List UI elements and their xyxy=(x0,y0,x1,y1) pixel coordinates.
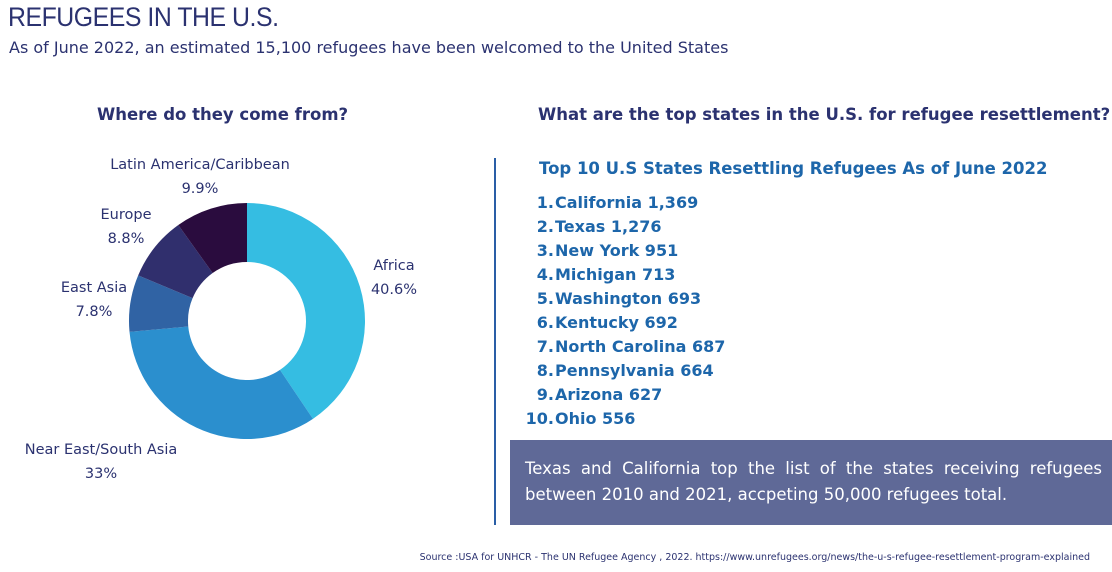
state-rank: 3. xyxy=(536,240,554,260)
donut-label-name: Africa xyxy=(373,258,414,274)
state-entry: Kentucky 692 xyxy=(555,313,678,333)
state-rank: 10. xyxy=(525,409,554,429)
state-entry: North Carolina 687 xyxy=(555,337,726,357)
states-heading: What are the top states in the U.S. for … xyxy=(538,105,1111,124)
state-list-item: 9. Arizona 627 xyxy=(522,383,725,407)
state-rank: 8. xyxy=(536,361,554,381)
state-rank: 7. xyxy=(536,337,554,357)
donut-label-value: 9.9% xyxy=(182,181,219,197)
donut-slice-africa xyxy=(247,203,365,419)
donut-slice-near-east-south-asia xyxy=(129,326,313,439)
state-rank: 9. xyxy=(536,385,554,405)
state-rank: 6. xyxy=(536,313,554,333)
state-entry: Arizona 627 xyxy=(555,385,663,405)
donut-heading: Where do they come from? xyxy=(97,105,349,124)
donut-label-value: 40.6% xyxy=(371,282,417,298)
state-rank: 5. xyxy=(536,288,554,308)
states-list-title: Top 10 U.S States Resettling Refugees As… xyxy=(539,159,1048,178)
donut-chart: Africa 40.6% Near East/South Asia 33% East A… xyxy=(25,157,417,482)
vertical-divider xyxy=(494,158,496,525)
state-list-item: 2. Texas 1,276 xyxy=(522,214,725,238)
donut-slice-europe xyxy=(138,225,213,299)
donut-slices xyxy=(129,203,365,439)
summary-note: Texas and California top the list of the… xyxy=(510,440,1112,525)
state-entry: Washington 693 xyxy=(555,288,702,308)
state-list-item: 7. North Carolina 687 xyxy=(522,335,726,359)
state-entry: California 1,369 xyxy=(555,192,699,212)
state-entry: Michigan 713 xyxy=(555,264,676,284)
donut-label-name: Near East/South Asia xyxy=(25,442,178,458)
donut-slice-latin-america-caribbean xyxy=(178,203,247,274)
donut-label-value: 33% xyxy=(85,466,117,482)
state-rank: 2. xyxy=(536,216,554,236)
state-list-item: 3. New York 951 xyxy=(522,238,725,262)
donut-labels: Africa 40.6% Near East/South Asia 33% East A… xyxy=(25,157,417,482)
donut-label-name: Latin America/Caribbean xyxy=(110,157,290,173)
states-list: 1. California 1,369 2. Texas 1,276 3. New Yor… xyxy=(522,190,726,431)
state-list-item: 1. California 1,369 xyxy=(522,190,725,214)
state-rank: 1. xyxy=(536,192,554,212)
state-rank: 4. xyxy=(536,264,554,284)
donut-label-name: East Asia xyxy=(61,280,127,296)
donut-label-value: 7.8% xyxy=(76,304,113,320)
state-entry: Texas 1,276 xyxy=(555,216,662,236)
state-list-item: 10. Ohio 556 xyxy=(522,407,725,431)
state-list-item: 5. Washington 693 xyxy=(522,286,725,310)
page-subtitle: As of June 2022, an estimated 15,100 ref… xyxy=(9,38,729,57)
state-list-item: 8. Pennsylvania 664 xyxy=(522,359,725,383)
state-list-item: 4. Michigan 713 xyxy=(522,262,725,286)
donut-slice-east-asia xyxy=(129,275,193,332)
state-entry: Ohio 556 xyxy=(555,409,636,429)
donut-label-name: Europe xyxy=(101,207,152,223)
donut-label-value: 8.8% xyxy=(108,231,145,247)
page-title: REFUGEES IN THE U.S. xyxy=(8,2,279,32)
state-list-item: 6. Kentucky 692 xyxy=(522,310,725,334)
source-citation: Source :USA for UNHCR - The UN Refugee A… xyxy=(419,552,1090,563)
state-entry: New York 951 xyxy=(555,240,679,260)
state-entry: Pennsylvania 664 xyxy=(555,361,714,381)
